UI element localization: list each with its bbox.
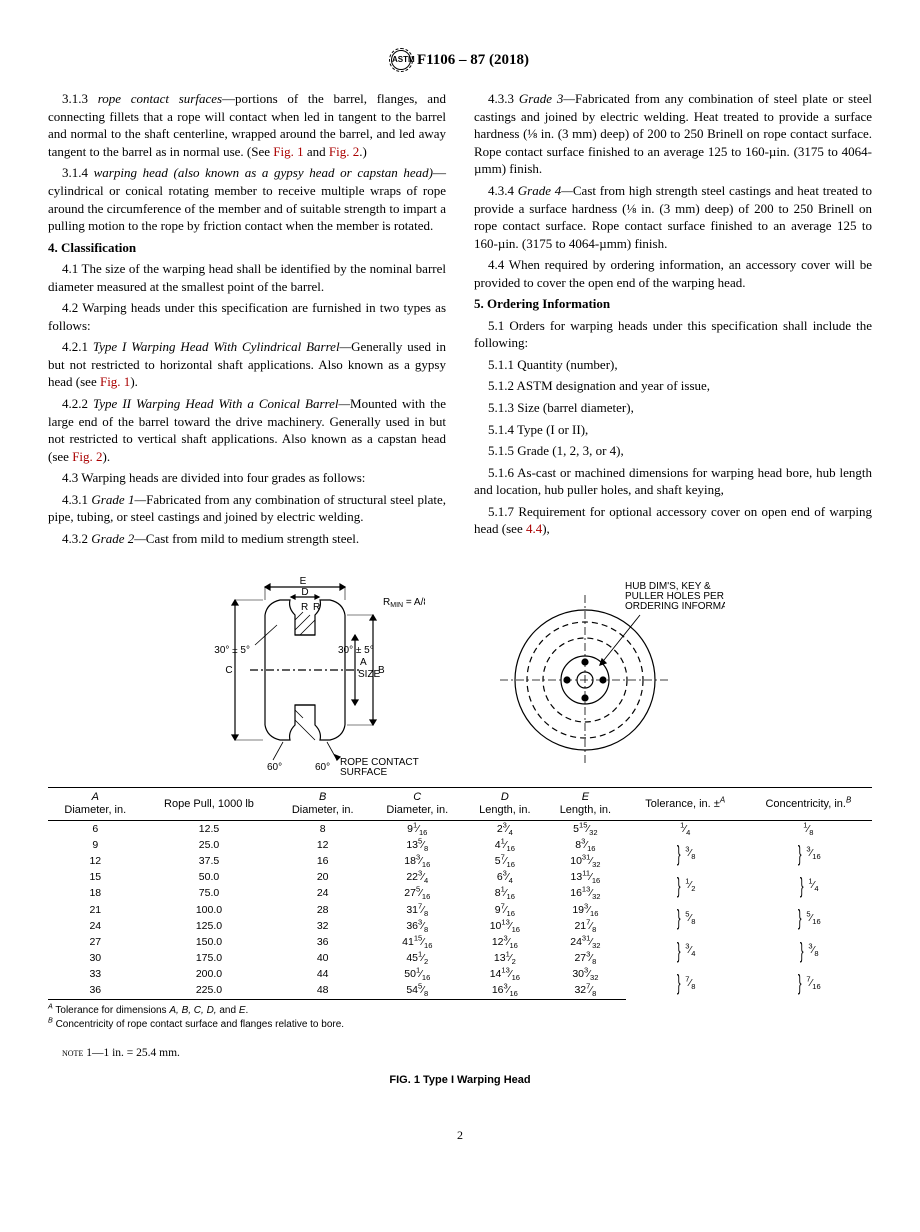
col-E: ELength, in.	[545, 788, 626, 820]
p-5-1-7: 5.1.7 Requirement for optional accessory…	[474, 503, 872, 538]
svg-text:60°: 60°	[267, 762, 282, 773]
table-footnotes: A Tolerance for dimensions A, B, C, D, a…	[48, 1004, 872, 1032]
clause-num: 4.3.2	[62, 531, 91, 546]
footnote-A-and: and	[219, 1005, 238, 1016]
table-row: 925.012135⁄841⁄1683⁄16} 3⁄8} 3⁄16	[48, 837, 872, 853]
p-4-3-3: 4.3.3 Grade 3—Fabricated from any combin…	[474, 90, 872, 178]
term: Grade 1—	[91, 492, 146, 507]
table-row: 1550.020223⁄463⁄41311⁄16} 1⁄2} 1⁄4	[48, 869, 872, 885]
body-text: and	[304, 144, 329, 159]
p-3-1-4: 3.1.4 warping head (also known as a gyps…	[48, 164, 446, 234]
col-C: CDiameter, in.	[370, 788, 465, 820]
clause-num: 3.1.3	[62, 91, 98, 106]
svg-text:C: C	[225, 665, 232, 676]
footnote-B: Concentricity of rope contact surface an…	[53, 1019, 344, 1030]
body-text: ).	[103, 449, 111, 464]
note-1: Note 1—1 in. = 25.4 mm.	[48, 1046, 872, 1062]
svg-text:B: B	[378, 665, 385, 676]
clause-num: 4.2.1	[62, 339, 93, 354]
col-A: ADiameter, in.	[48, 788, 143, 820]
table-row: 21100.028317⁄897⁄16193⁄16} 5⁄8} 5⁄16	[48, 902, 872, 918]
two-column-body: 3.1.3 rope contact surfaces—portions of …	[48, 90, 872, 547]
ref-4-4-link[interactable]: 4.4	[526, 521, 542, 536]
term: warping head (also known as a gypsy head…	[94, 165, 433, 180]
col-RP: Rope Pull, 1000 lb	[143, 788, 276, 820]
svg-text:R: R	[313, 602, 320, 613]
svg-text:A: A	[360, 657, 367, 668]
svg-text:30° ± 5°: 30° ± 5°	[214, 645, 250, 656]
clause-num: 4.3.4	[488, 183, 518, 198]
term: Grade 4—	[518, 183, 573, 198]
term: Grade 2—	[91, 531, 146, 546]
table-body: 612.5891⁄1623⁄4515⁄321⁄41⁄8925.012135⁄84…	[48, 820, 872, 999]
footnote-A-end: .	[246, 1005, 249, 1016]
clause-num: 4.2.2	[62, 396, 93, 411]
p-5-1-3: 5.1.3 Size (barrel diameter),	[474, 399, 872, 417]
p-4-2: 4.2 Warping heads under this specificati…	[48, 299, 446, 334]
page-number: 2	[48, 1127, 872, 1143]
p-4-2-1: 4.2.1 Type I Warping Head With Cylindric…	[48, 338, 446, 391]
clause-num: 3.1.4	[62, 165, 94, 180]
doc-header: ASTM F1106 – 87 (2018)	[48, 50, 872, 70]
p-5-1-1: 5.1.1 Quantity (number),	[474, 356, 872, 374]
svg-text:R: R	[301, 602, 308, 613]
astm-logo-icon: ASTM	[391, 50, 411, 70]
body-text: ).	[130, 374, 138, 389]
body-text: Cast from mild to medium strength steel.	[146, 531, 359, 546]
table-row: 27150.0364115⁄16123⁄162431⁄32} 3⁄4} 3⁄8	[48, 934, 872, 950]
p-3-1-3: 3.1.3 rope contact surfaces—portions of …	[48, 90, 446, 160]
p-5-1: 5.1 Orders for warping heads under this …	[474, 317, 872, 352]
col-Tol: Tolerance, in. ±A	[626, 788, 745, 820]
col-D: DLength, in.	[465, 788, 546, 820]
hub-label: HUB DIM'S, KEY & PULLER HOLES PER ORDERI…	[625, 581, 725, 612]
p-4-3: 4.3 Warping heads are divided into four …	[48, 469, 446, 487]
table-row: 612.5891⁄1623⁄4515⁄321⁄41⁄8	[48, 820, 872, 837]
p-4-3-2: 4.3.2 Grade 2—Cast from mild to medium s…	[48, 530, 446, 548]
svg-text:30° ± 5°: 30° ± 5°	[338, 645, 374, 656]
table-row: 33200.044501⁄161413⁄16303⁄32} 7⁄8} 7⁄16	[48, 966, 872, 982]
section-4-heading: 4. Classification	[48, 239, 446, 257]
clause-num: 4.3.1	[62, 492, 91, 507]
fig1-link[interactable]: Fig. 1	[273, 144, 303, 159]
note-text: 1—1 in. = 25.4 mm.	[83, 1047, 180, 1059]
diagram-row: E D C A SIZE B R R 30° ± 5° 30° ± 5° 60°…	[48, 575, 872, 775]
p-4-3-4: 4.3.4 Grade 4—Cast from high strength st…	[474, 182, 872, 252]
section-5-heading: 5. Ordering Information	[474, 295, 872, 313]
footnote-A: Tolerance for dimensions	[53, 1005, 170, 1016]
svg-text:E: E	[300, 576, 307, 587]
clause-num: 4.3.3	[488, 91, 519, 106]
term: Type II Warping Head With a Conical Barr…	[93, 396, 350, 411]
note-label: Note	[62, 1047, 83, 1059]
term: Grade 3—	[519, 91, 575, 106]
p-4-2-2: 4.2.2 Type II Warping Head With a Conica…	[48, 395, 446, 465]
figure-1: E D C A SIZE B R R 30° ± 5° 30° ± 5° 60°…	[48, 575, 872, 1087]
p-5-1-2: 5.1.2 ASTM designation and year of issue…	[474, 377, 872, 395]
cross-section-icon: E D C A SIZE B R R 30° ± 5° 30° ± 5° 60°…	[195, 575, 425, 775]
footnote-A-dims: A, B, C, D,	[169, 1005, 219, 1016]
svg-text:RMIN = A/8: RMIN = A/8	[383, 597, 425, 609]
body-text: .)	[359, 144, 367, 159]
term: Type I Warping Head With Cylindrical Bar…	[93, 339, 351, 354]
p-5-1-4: 5.1.4 Type (I or II),	[474, 421, 872, 439]
body-text: ),	[542, 521, 550, 536]
rope-contact-label: ROPE CONTACT SURFACE	[340, 757, 421, 775]
p-4-1: 4.1 The size of the warping head shall b…	[48, 260, 446, 295]
fig1-link[interactable]: Fig. 1	[100, 374, 130, 389]
p-4-3-1: 4.3.1 Grade 1—Fabricated from any combin…	[48, 491, 446, 526]
end-view-icon: HUB DIM'S, KEY & PULLER HOLES PER ORDERI…	[475, 575, 725, 775]
col-B: BDiameter, in.	[275, 788, 370, 820]
svg-text:60°: 60°	[315, 762, 330, 773]
fig2-link[interactable]: Fig. 2	[72, 449, 102, 464]
footnote-A-E: E	[239, 1005, 246, 1016]
col-Con: Concentricity, in.B	[745, 788, 872, 820]
p-5-1-5: 5.1.5 Grade (1, 2, 3, or 4),	[474, 442, 872, 460]
p-5-1-6: 5.1.6 As-cast or machined dimensions for…	[474, 464, 872, 499]
fig-caption: FIG. 1 Type I Warping Head	[48, 1073, 872, 1088]
dimensions-table: ADiameter, in. Rope Pull, 1000 lb BDiame…	[48, 787, 872, 999]
svg-text:D: D	[301, 587, 308, 598]
term: rope contact surfaces	[98, 91, 222, 106]
fig2-link[interactable]: Fig. 2	[329, 144, 359, 159]
p-4-4: 4.4 When required by ordering informatio…	[474, 256, 872, 291]
designation: F1106 – 87 (2018)	[417, 50, 529, 70]
